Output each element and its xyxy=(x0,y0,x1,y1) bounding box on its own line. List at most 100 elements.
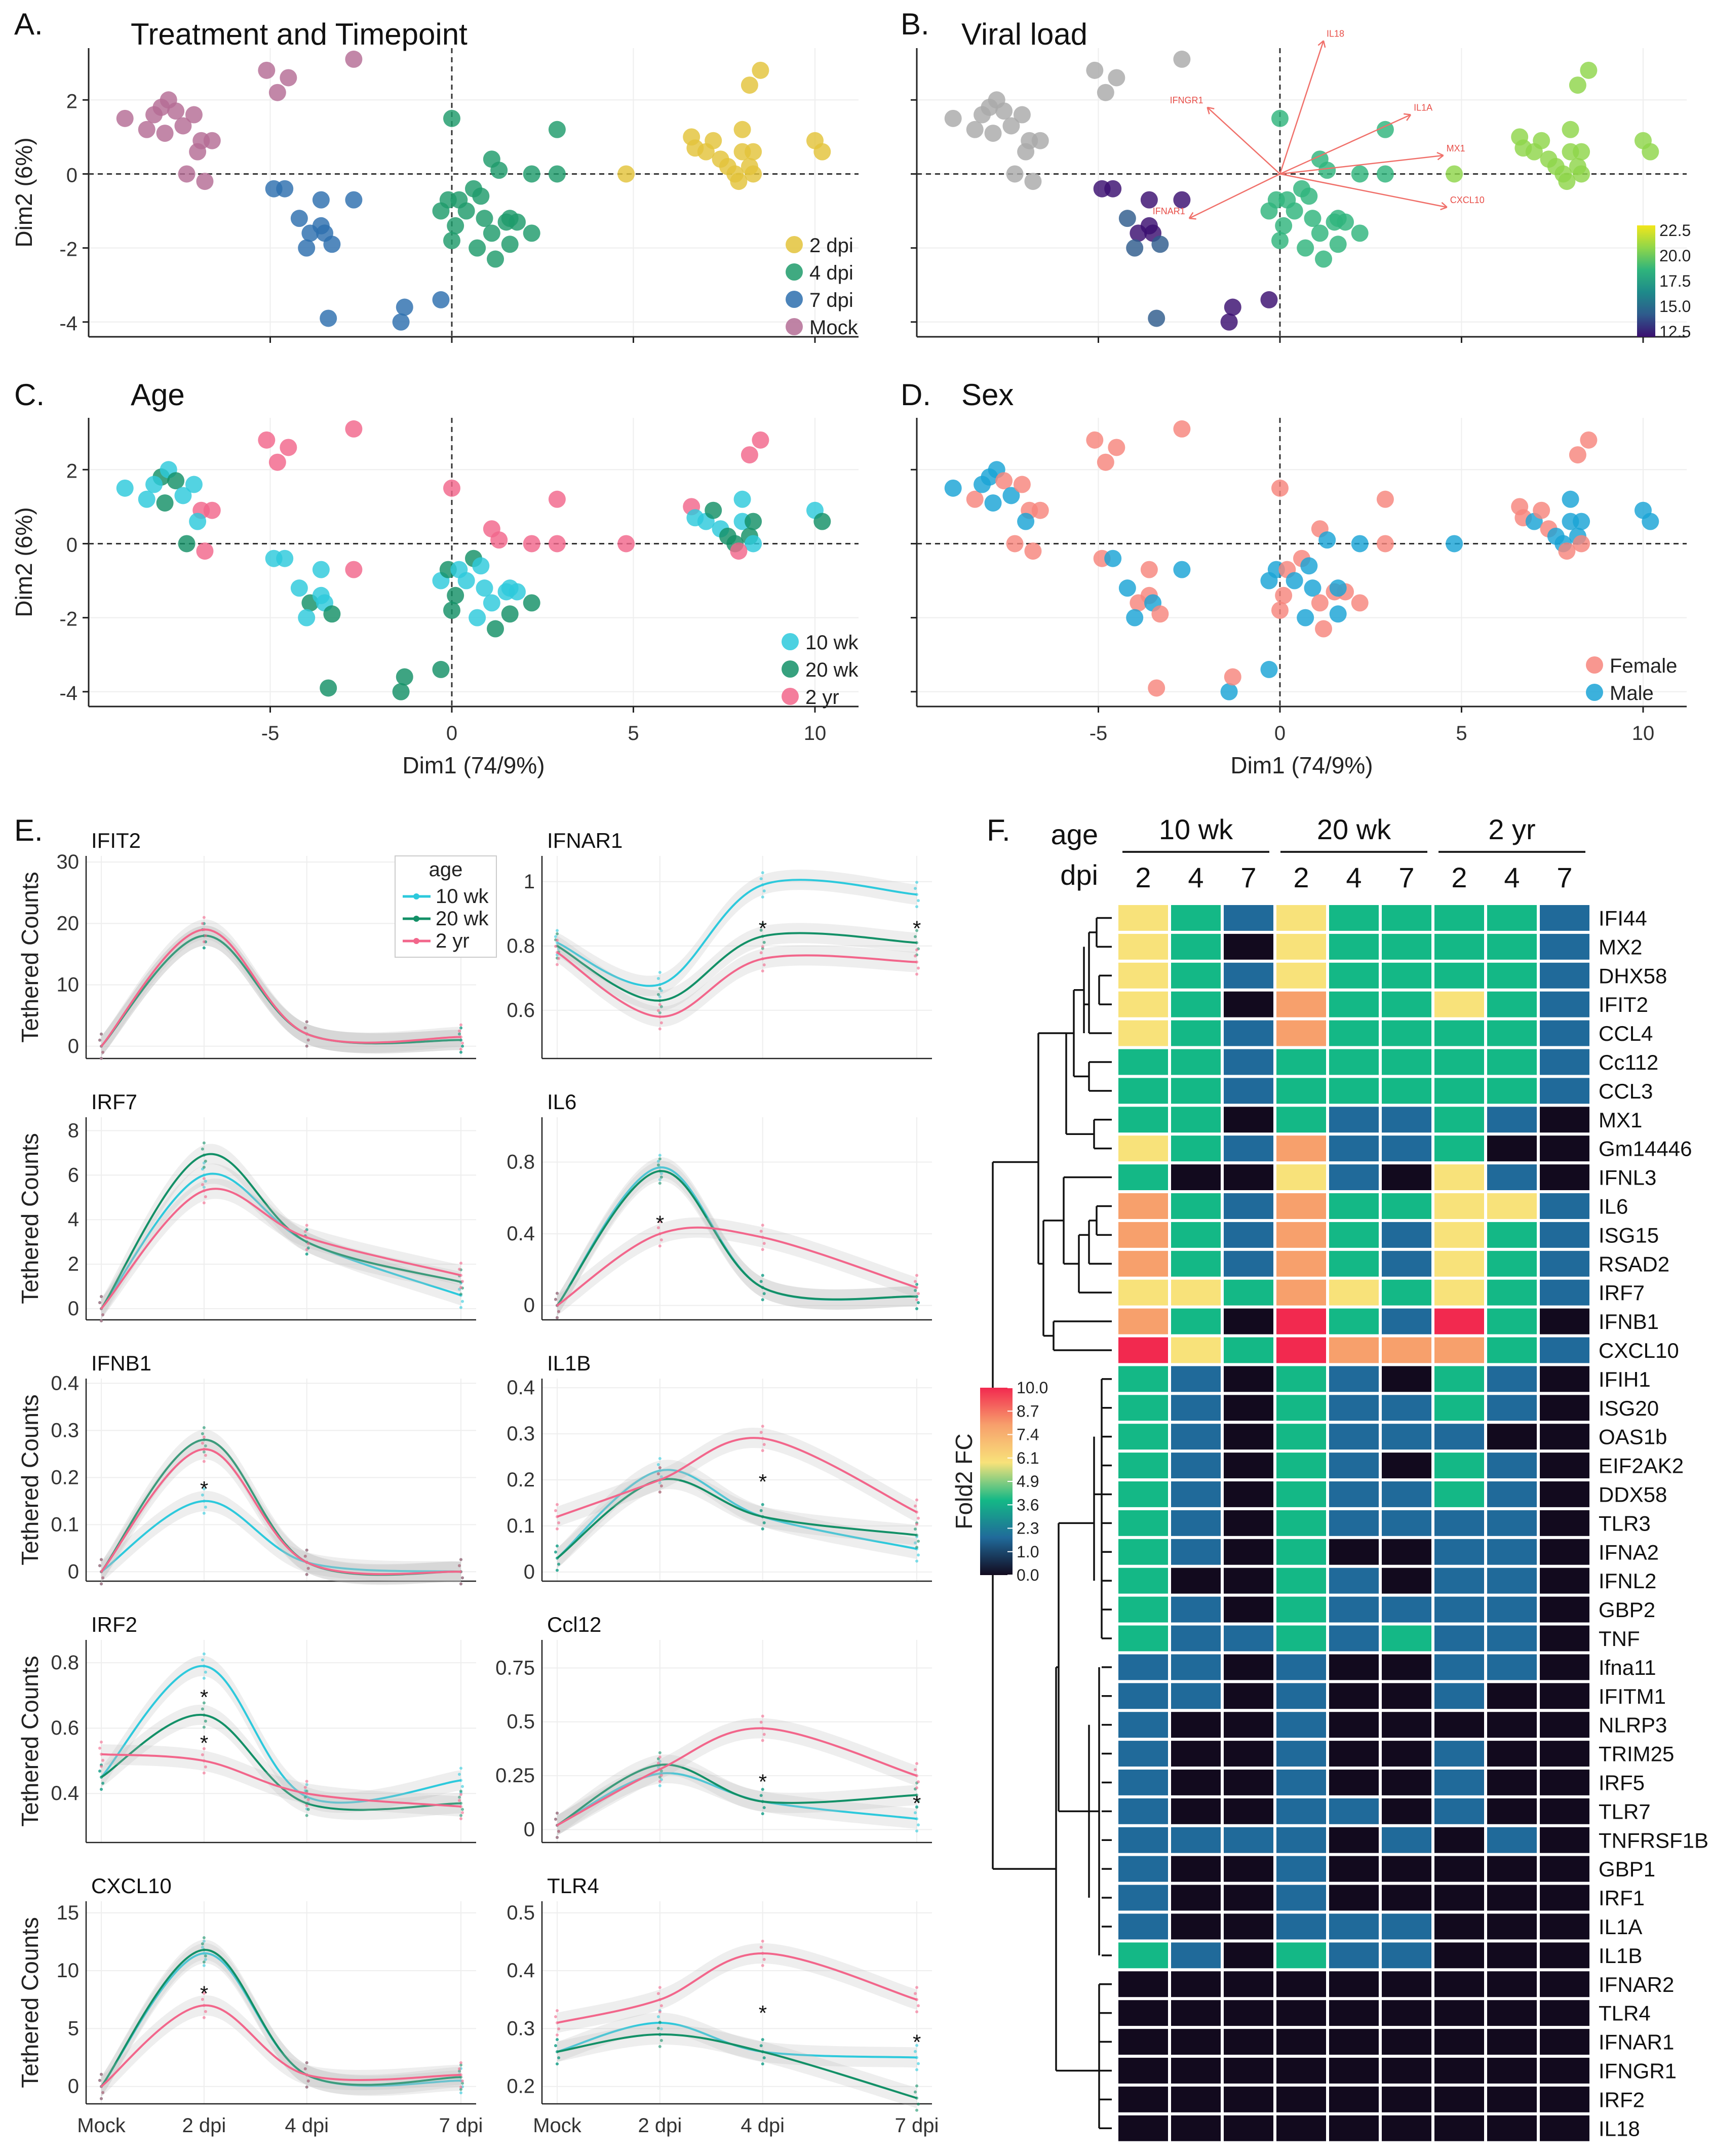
data-point xyxy=(305,2073,308,2076)
heatmap-cell xyxy=(1276,1856,1326,1882)
row-label: TNFRSF1B xyxy=(1599,1828,1708,1852)
data-point xyxy=(548,121,566,138)
data-point xyxy=(392,683,410,700)
heatmap-cell xyxy=(1171,1683,1221,1709)
data-point xyxy=(345,561,363,578)
data-point xyxy=(984,125,1002,142)
series-line-wk10 xyxy=(100,1665,461,1804)
heatmap-cell xyxy=(1434,1625,1484,1652)
gene-title: CXCL10 xyxy=(91,1874,172,1898)
confidence-ribbon xyxy=(101,1429,461,1585)
heatmap-cell xyxy=(1487,1078,1537,1104)
heatmap-cell xyxy=(1540,1971,1589,1997)
heatmap-cell xyxy=(1171,2086,1221,2112)
gene-title: IRF7 xyxy=(91,1090,137,1114)
confidence-ribbon xyxy=(101,1491,461,1582)
heatmap-cell xyxy=(1382,1510,1431,1536)
series-line-wk20 xyxy=(557,932,917,1002)
heatmap-cell xyxy=(1329,1885,1379,1911)
heatmap-cell xyxy=(1224,1827,1273,1853)
data-point xyxy=(730,542,748,560)
data-point xyxy=(556,1527,559,1531)
data-point xyxy=(204,1765,207,1769)
y-tick-label: -4 xyxy=(59,682,77,704)
data-point xyxy=(914,1527,917,1531)
data-point xyxy=(914,2090,917,2094)
data-point xyxy=(556,1291,559,1295)
data-point xyxy=(305,1783,308,1786)
row-label: IFNB1 xyxy=(1599,1310,1659,1334)
data-point xyxy=(1013,106,1031,124)
pca-panel-C: 2 0 -2 -4 Dim2 (6%) -5 0 5 10 Dim1 (74/9%) 10 wk 20… xyxy=(11,418,859,778)
data-point xyxy=(656,993,660,996)
data-point xyxy=(98,1769,101,1773)
data-point xyxy=(944,479,962,497)
heatmap-cell xyxy=(1382,1078,1431,1104)
heat-colorbar-tick: 0.0 xyxy=(1017,1566,1039,1584)
data-point xyxy=(656,1472,660,1475)
data-point xyxy=(761,1800,764,1804)
data-point xyxy=(556,2021,559,2024)
heatmap-cell xyxy=(1540,2000,1589,2026)
heatmap-cell xyxy=(1434,1885,1484,1911)
data-point xyxy=(1031,132,1049,149)
data-point xyxy=(202,946,206,950)
heatmap-cell xyxy=(1276,1020,1326,1046)
heatmap-cell xyxy=(1540,1107,1589,1133)
data-point xyxy=(458,2067,461,2070)
data-point xyxy=(914,1504,917,1508)
data-point xyxy=(915,881,918,884)
data-point xyxy=(202,1964,206,1967)
row-label: OAS1b xyxy=(1599,1425,1667,1449)
heatmap-cell xyxy=(1171,2058,1221,2084)
data-point xyxy=(487,620,504,638)
heatmap-cell xyxy=(1382,1453,1431,1478)
heatmap-cell xyxy=(1382,1798,1431,1824)
confidence-ribbon xyxy=(557,942,917,1027)
heatmap-cell xyxy=(1382,1308,1431,1335)
data-point xyxy=(202,1747,206,1750)
y-tick-label: 10 xyxy=(57,1959,80,1982)
row-label: GBP2 xyxy=(1599,1598,1655,1622)
data-point xyxy=(556,929,559,932)
data-point xyxy=(759,1280,763,1283)
heatmap-cell xyxy=(1329,1308,1379,1335)
heatmap-cell xyxy=(1276,962,1326,989)
heatmap-cell xyxy=(1382,1250,1431,1277)
data-point xyxy=(202,1676,206,1680)
data-point xyxy=(761,1274,764,1277)
data-point xyxy=(204,1670,207,1674)
heatmap-cell xyxy=(1118,1798,1168,1824)
data-point xyxy=(458,2069,461,2073)
series-line-wk20 xyxy=(557,2033,917,2099)
heatmap-cell xyxy=(1118,962,1168,989)
series-line-yr2 xyxy=(557,1727,917,1826)
data-point xyxy=(1220,313,1238,331)
heatmap-cell xyxy=(1118,1337,1168,1363)
heatmap-cell xyxy=(1487,1770,1537,1795)
heatmap-cell xyxy=(1224,1510,1273,1536)
data-point xyxy=(461,1808,464,1811)
data-point xyxy=(659,1021,663,1025)
x-tick-label: 4 dpi xyxy=(741,2114,785,2137)
heatmap-cell xyxy=(1434,1510,1484,1536)
heatmap-cell xyxy=(1276,1827,1326,1853)
data-point xyxy=(101,1781,104,1785)
gene-title: IFNAR1 xyxy=(547,829,623,852)
heatmap-cell xyxy=(1329,1107,1379,1133)
data-point xyxy=(202,1936,206,1939)
data-point xyxy=(305,1814,308,1817)
data-point xyxy=(762,1806,766,1810)
data-point xyxy=(523,535,540,553)
data-point xyxy=(189,143,207,161)
row-label: TRIM25 xyxy=(1599,1742,1674,1766)
loading-arrowhead xyxy=(1207,106,1215,114)
data-point xyxy=(733,121,751,138)
heatmap-cell xyxy=(1487,2058,1537,2084)
heatmap-cell xyxy=(1434,1222,1484,1248)
heatmap-cell xyxy=(1276,1308,1326,1335)
data-point xyxy=(915,2096,918,2100)
data-point xyxy=(306,1242,310,1245)
heatmap-cell xyxy=(1276,1250,1326,1277)
data-point xyxy=(1126,239,1144,257)
